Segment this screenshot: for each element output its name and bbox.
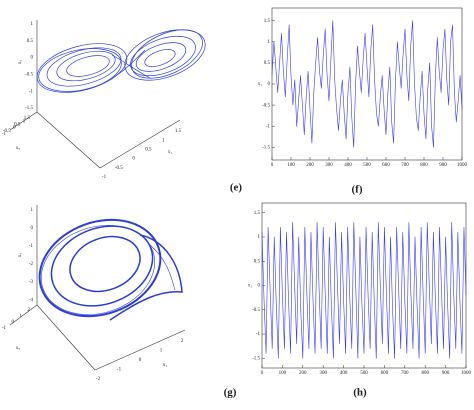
x-tick-label: 600 [382,163,390,168]
axis-tick-label: 1 [20,314,23,319]
x-tick-label: 500 [360,371,368,376]
axis-tick-label: 2 [28,308,31,313]
y-tick-label: -1.5 [252,356,260,361]
axis-label: x₂ [16,146,21,151]
x-tick-label: 800 [421,371,429,376]
axis-tick-label: 0 [13,126,16,131]
axis-tick-label: 1 [31,22,34,27]
y-tick-label: 1 [268,40,271,45]
axis-label: x₂ [16,346,21,351]
axis-tick-label: -1 [102,175,107,180]
x-tick-label: 300 [325,163,333,168]
axis-tick-label: -2 [96,377,101,382]
x-tick-label: 900 [439,163,447,168]
y-tick-label: 0.5 [254,259,261,264]
axis-tick-label: 0 [31,226,34,231]
axis-tick-label: 0.5 [145,148,152,153]
axis-tick-label: -1 [29,244,34,249]
y-tick-label: 1.5 [254,211,261,216]
axis-tick-label: 0 [12,320,15,325]
panel-label: (g) [224,387,237,399]
axis-tick-label: 0 [132,157,135,162]
axis-label: x₃ [18,60,23,65]
y-tick-label: 1 [258,235,261,240]
x-tick-label: 100 [287,163,295,168]
axis-tick-label: -1.5 [25,106,33,111]
panel-label: (f) [352,184,363,196]
x-tick-label: 200 [299,371,307,376]
axis-tick-label: 0 [31,56,34,61]
y-tick-label: -0.5 [262,103,270,108]
axis-tick-label: -0.5 [25,73,33,78]
axis-tick-label: 0 [139,358,142,363]
y-tick-label: -1 [256,332,261,337]
x-tick-label: 0 [271,163,274,168]
y-tick-label: -1.5 [262,145,270,150]
axis-tick-label: 0.5 [27,39,34,44]
x-tick-label: 1000 [461,371,472,376]
x-tick-label: 700 [401,163,409,168]
axis-tick-label: 1 [23,119,26,124]
y-tick-label: 0.5 [264,61,271,66]
attractor-e [9,20,206,169]
axis-tick-label: -4 [29,298,34,303]
axis-tick-label: 1 [162,138,165,143]
y-tick-label: 0 [268,82,271,87]
x-tick-label: 0 [261,371,264,376]
x-tick-label: 600 [381,371,389,376]
axis-tick-label: -1 [2,326,7,331]
axis-label: x₁ [163,363,168,368]
trajectory [38,218,183,321]
x-tick-label: 500 [363,163,371,168]
y-tick-label: 1.5 [264,19,271,24]
axes-3d [9,205,186,371]
axes-3d [9,20,181,169]
x-tick-label: 800 [420,163,428,168]
attractor-g [9,205,186,371]
axis-label: x₃ [18,253,23,258]
series-line [261,222,467,359]
axis-tick-label: -2 [29,262,34,267]
x-tick-label: 100 [279,371,287,376]
axis-tick-label: 1 [160,349,163,354]
trajectory [36,29,206,93]
axis-tick-label: 1.5 [24,116,31,121]
series-line [271,20,463,148]
x-tick-label: 1000 [457,163,468,168]
x-tick-label: 700 [401,371,409,376]
y-tick-label: -0.5 [252,308,260,313]
axis-tick-label: 1 [31,208,34,213]
y-axis-label: x₁ [258,82,263,87]
x-tick-label: 900 [442,371,450,376]
axis-tick-label: 1.5 [175,129,182,134]
axis-tick-label: -1 [29,89,34,94]
axis-tick-label: -1 [117,368,122,373]
axis-tick-label: -0.5 [3,129,11,134]
x-tick-label: 400 [344,163,352,168]
axis-tick-label: 0.5 [14,123,21,128]
axis-tick-label: 2 [181,339,184,344]
panel-label: (e) [230,182,243,194]
panel-label: (h) [353,387,367,399]
x-tick-label: 400 [340,371,348,376]
axis-tick-label: -3 [29,280,34,285]
x-tick-label: 200 [306,163,314,168]
y-tick-label: -1 [266,124,271,129]
axis-tick-label: -0.5 [115,166,123,171]
axis-label: x₁ [168,150,173,155]
axis-tick-label: -1 [2,132,7,137]
y-axis-label: x₁ [248,284,253,289]
x-tick-label: 300 [319,371,327,376]
y-tick-label: 0 [258,284,261,289]
